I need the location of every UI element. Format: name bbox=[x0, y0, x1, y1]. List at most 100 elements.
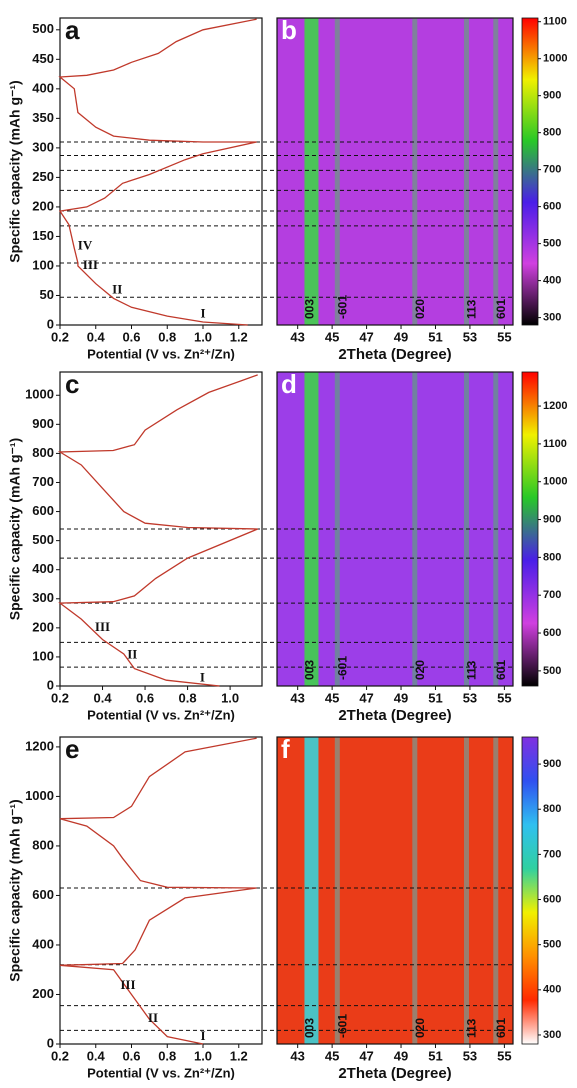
x-tick-label: 0.8 bbox=[158, 329, 176, 344]
y-axis-label: Specific capacity (mAh g⁻¹) bbox=[7, 80, 23, 262]
x-tick-label: 49 bbox=[394, 1048, 408, 1063]
annotation: I bbox=[200, 1028, 205, 1043]
y-tick-label: 100 bbox=[32, 648, 54, 663]
y-tick-label: 250 bbox=[32, 169, 54, 184]
x-axis-label: 2Theta (Degree) bbox=[338, 346, 451, 363]
x-axis-label: Potential (V vs. Zn²⁺/Zn) bbox=[87, 346, 235, 361]
x-tick-label: 45 bbox=[325, 1048, 339, 1063]
y-tick-label: 1000 bbox=[25, 387, 54, 402]
x-tick-label: 43 bbox=[290, 1048, 304, 1063]
panel-label: c bbox=[65, 369, 79, 399]
y-tick-label: 400 bbox=[32, 80, 54, 95]
colorbar-tick-label: 600 bbox=[543, 627, 561, 639]
voltage-curve bbox=[58, 18, 257, 326]
plot-frame bbox=[59, 736, 263, 1045]
annotation: I bbox=[200, 305, 205, 320]
annotation: II bbox=[112, 282, 122, 297]
y-tick-label: 1200 bbox=[25, 738, 54, 753]
heatmap-frame bbox=[276, 17, 514, 326]
x-tick-label: 55 bbox=[497, 690, 511, 705]
annotation: I bbox=[200, 670, 205, 685]
y-tick-label: 300 bbox=[32, 590, 54, 605]
y-tick-label: 0 bbox=[47, 316, 54, 331]
x-tick-label: 43 bbox=[290, 690, 304, 705]
colorbar-tick-label: 1000 bbox=[543, 53, 567, 65]
y-tick-label: 600 bbox=[32, 887, 54, 902]
y-tick-label: 500 bbox=[32, 532, 54, 547]
x-tick-label: 1.0 bbox=[194, 1048, 212, 1063]
x-tick-label: 0.6 bbox=[122, 1048, 140, 1063]
colorbar-tick-label: 700 bbox=[543, 848, 561, 860]
peak-label: 003 bbox=[303, 299, 317, 319]
x-tick-label: 45 bbox=[325, 329, 339, 344]
peak-label: -601 bbox=[335, 656, 349, 680]
x-tick-label: 53 bbox=[463, 690, 477, 705]
annotation: III bbox=[120, 977, 135, 992]
x-tick-label: 51 bbox=[428, 690, 442, 705]
x-axis-label: Potential (V vs. Zn²⁺/Zn) bbox=[87, 1065, 235, 1080]
y-axis-label: Specific capacity (mAh g⁻¹) bbox=[7, 438, 23, 620]
peak-band bbox=[412, 737, 418, 1044]
peak-band bbox=[304, 737, 319, 1044]
x-tick-label: 55 bbox=[497, 329, 511, 344]
peak-band bbox=[334, 18, 340, 325]
y-tick-label: 400 bbox=[32, 936, 54, 951]
colorbar-tick-label: 400 bbox=[543, 275, 561, 287]
peak-band bbox=[304, 18, 319, 325]
panel-label: a bbox=[65, 15, 80, 45]
y-axis-label: Specific capacity (mAh g⁻¹) bbox=[7, 799, 23, 981]
x-tick-label: 47 bbox=[359, 690, 373, 705]
x-tick-label: 0.6 bbox=[122, 329, 140, 344]
x-tick-label: 1.2 bbox=[230, 329, 248, 344]
colorbar-tick-label: 900 bbox=[543, 90, 561, 102]
y-tick-label: 300 bbox=[32, 139, 54, 154]
peak-band bbox=[493, 18, 499, 325]
x-tick-label: 1.2 bbox=[230, 1048, 248, 1063]
voltage-curve bbox=[59, 737, 257, 1045]
colorbar bbox=[521, 371, 539, 687]
x-tick-label: 0.2 bbox=[51, 1048, 69, 1063]
y-tick-label: 800 bbox=[32, 837, 54, 852]
peak-label: 113 bbox=[465, 660, 479, 680]
x-tick-label: 0.4 bbox=[87, 1048, 106, 1063]
x-tick-label: 0.4 bbox=[87, 329, 106, 344]
colorbar-tick-label: 800 bbox=[543, 551, 561, 563]
x-tick-label: 55 bbox=[497, 1048, 511, 1063]
peak-label: 003 bbox=[303, 1018, 317, 1038]
colorbar-tick-label: 300 bbox=[543, 1029, 561, 1041]
x-tick-label: 1.0 bbox=[194, 329, 212, 344]
peak-label: 020 bbox=[413, 660, 427, 680]
colorbar-tick-label: 900 bbox=[543, 513, 561, 525]
panel-label: b bbox=[281, 15, 297, 45]
peak-label: -601 bbox=[335, 295, 349, 319]
x-tick-label: 45 bbox=[325, 690, 339, 705]
colorbar-tick-label: 1000 bbox=[543, 476, 567, 488]
colorbar bbox=[521, 17, 539, 326]
peak-band bbox=[412, 372, 418, 686]
colorbar-tick-label: 500 bbox=[543, 665, 561, 677]
y-tick-label: 350 bbox=[32, 110, 54, 125]
y-tick-label: 400 bbox=[32, 561, 54, 576]
colorbar-tick-label: 700 bbox=[543, 589, 561, 601]
annotation: II bbox=[148, 1010, 158, 1025]
y-tick-label: 200 bbox=[32, 619, 54, 634]
peak-band bbox=[304, 372, 319, 686]
y-tick-label: 1000 bbox=[25, 788, 54, 803]
x-axis-label: 2Theta (Degree) bbox=[338, 707, 451, 724]
y-tick-label: 200 bbox=[32, 198, 54, 213]
peak-label: -601 bbox=[335, 1014, 349, 1038]
peak-band bbox=[334, 372, 340, 686]
x-tick-label: 0.8 bbox=[158, 1048, 176, 1063]
plot-frame bbox=[59, 17, 263, 326]
colorbar-tick-label: 500 bbox=[543, 939, 561, 951]
colorbar-tick-label: 900 bbox=[543, 758, 561, 770]
peak-label: 113 bbox=[465, 299, 479, 319]
panel-label: d bbox=[281, 369, 297, 399]
y-tick-label: 150 bbox=[32, 228, 54, 243]
peak-label: 020 bbox=[413, 1018, 427, 1038]
colorbar-tick-label: 600 bbox=[543, 201, 561, 213]
colorbar-tick-label: 800 bbox=[543, 803, 561, 815]
colorbar-tick-label: 1200 bbox=[543, 400, 567, 412]
colorbar-tick-label: 400 bbox=[543, 984, 561, 996]
